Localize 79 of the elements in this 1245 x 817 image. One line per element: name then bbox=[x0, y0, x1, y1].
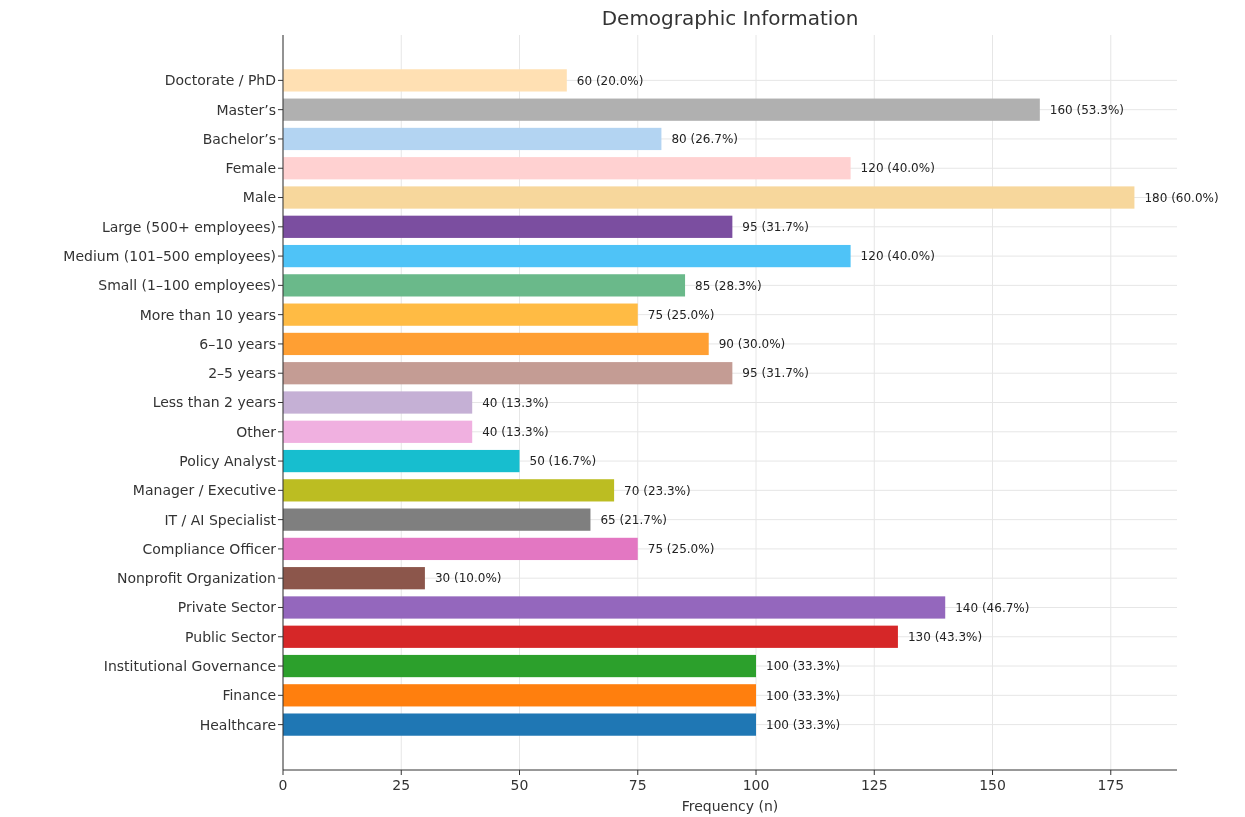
x-axis-title: Frequency (n) bbox=[681, 798, 779, 814]
x-tick-label: 125 bbox=[860, 777, 888, 793]
x-tick-label: 0 bbox=[278, 777, 288, 793]
data-label: 130 (43.3%) bbox=[907, 629, 983, 644]
data-label: 100 (33.3%) bbox=[766, 717, 841, 732]
data-label: 120 (40.0%) bbox=[860, 249, 935, 264]
x-tick-label: 175 bbox=[1097, 777, 1125, 793]
y-tick-label: Small (1–100 employees) bbox=[98, 277, 276, 294]
y-tick-label: Manager / Executive bbox=[132, 482, 276, 499]
bar bbox=[283, 69, 567, 92]
y-tick-label: Nonprofit Organization bbox=[116, 570, 276, 587]
bar bbox=[283, 157, 851, 180]
y-tick-label: Less than 2 years bbox=[152, 394, 276, 411]
bar bbox=[283, 596, 946, 619]
bar bbox=[283, 684, 757, 707]
bar bbox=[283, 332, 709, 356]
x-tick-label: 25 bbox=[392, 777, 411, 793]
bar bbox=[283, 508, 591, 531]
y-tick-label: Institutional Governance bbox=[103, 657, 276, 674]
data-label: 95 (31.7%) bbox=[742, 220, 809, 234]
data-label: 180 (60.0%) bbox=[1144, 190, 1219, 205]
data-label: 40 (13.3%) bbox=[482, 424, 549, 439]
x-tick-label: 50 bbox=[510, 777, 529, 793]
bar bbox=[283, 303, 638, 326]
bar bbox=[283, 713, 757, 736]
y-tick-label: Bachelor’s bbox=[202, 130, 276, 147]
data-label: 140 (46.7%) bbox=[955, 600, 1030, 615]
data-label: 160 (53.3%) bbox=[1049, 102, 1125, 117]
bar bbox=[283, 420, 473, 443]
y-tick-label: More than 10 years bbox=[139, 306, 276, 323]
data-label: 100 (33.3%) bbox=[766, 688, 841, 703]
y-tick-label: Public Sector bbox=[185, 628, 277, 645]
bar bbox=[283, 127, 662, 151]
data-label: 95 (31.7%) bbox=[742, 366, 809, 381]
y-tick-label: Finance bbox=[222, 687, 276, 704]
bar bbox=[283, 449, 520, 473]
y-tick-label: IT / AI Specialist bbox=[164, 511, 277, 528]
bar bbox=[283, 362, 733, 385]
x-tick-label: 100 bbox=[742, 777, 770, 793]
data-label: 65 (21.7%) bbox=[600, 512, 668, 527]
y-tick-label: 6–10 years bbox=[199, 335, 276, 352]
y-tick-label: Medium (101–500 employees) bbox=[63, 247, 276, 264]
bar bbox=[283, 244, 851, 268]
y-tick-label: Other bbox=[236, 423, 277, 440]
data-label: 75 (25.0%) bbox=[647, 307, 715, 322]
data-label: 40 (13.3%) bbox=[482, 395, 549, 410]
data-label: 85 (28.3%) bbox=[695, 278, 762, 293]
y-tick-label: Healthcare bbox=[199, 716, 276, 733]
bar bbox=[283, 274, 686, 297]
x-tick-label: 75 bbox=[628, 777, 647, 793]
data-label: 120 (40.0%) bbox=[860, 161, 935, 176]
y-tick-label: Large (500+ employees) bbox=[101, 218, 276, 235]
y-tick-label: Male bbox=[242, 189, 276, 206]
data-label: 70 (23.3%) bbox=[624, 483, 691, 498]
bar bbox=[283, 567, 425, 590]
bar bbox=[283, 186, 1135, 209]
bar bbox=[283, 98, 1040, 121]
y-tick-label: Female bbox=[225, 160, 276, 177]
bar bbox=[283, 215, 733, 238]
y-tick-label: Private Sector bbox=[177, 599, 277, 616]
data-label: 30 (10.0%) bbox=[434, 571, 502, 586]
data-label: 75 (25.0%) bbox=[647, 542, 715, 557]
bar bbox=[283, 625, 898, 648]
y-tick-label: Master’s bbox=[216, 101, 276, 118]
x-tick-label: 150 bbox=[979, 777, 1006, 793]
y-tick-label: Compliance Officer bbox=[142, 540, 277, 557]
y-tick-label: Doctorate / PhD bbox=[164, 72, 276, 89]
data-label: 50 (16.7%) bbox=[529, 454, 597, 469]
data-label: 60 (20.0%) bbox=[576, 73, 644, 88]
y-tick-label: Policy Analyst bbox=[179, 452, 277, 469]
bar bbox=[283, 391, 473, 414]
chart-title: Demographic Information bbox=[601, 6, 859, 30]
data-label: 80 (26.7%) bbox=[671, 132, 738, 147]
data-label: 90 (30.0%) bbox=[718, 337, 786, 352]
bar bbox=[283, 537, 638, 561]
y-tick-label: 2–5 years bbox=[208, 365, 276, 382]
data-label: 100 (33.3%) bbox=[766, 659, 841, 674]
bar bbox=[283, 654, 757, 678]
bar bbox=[283, 479, 615, 502]
